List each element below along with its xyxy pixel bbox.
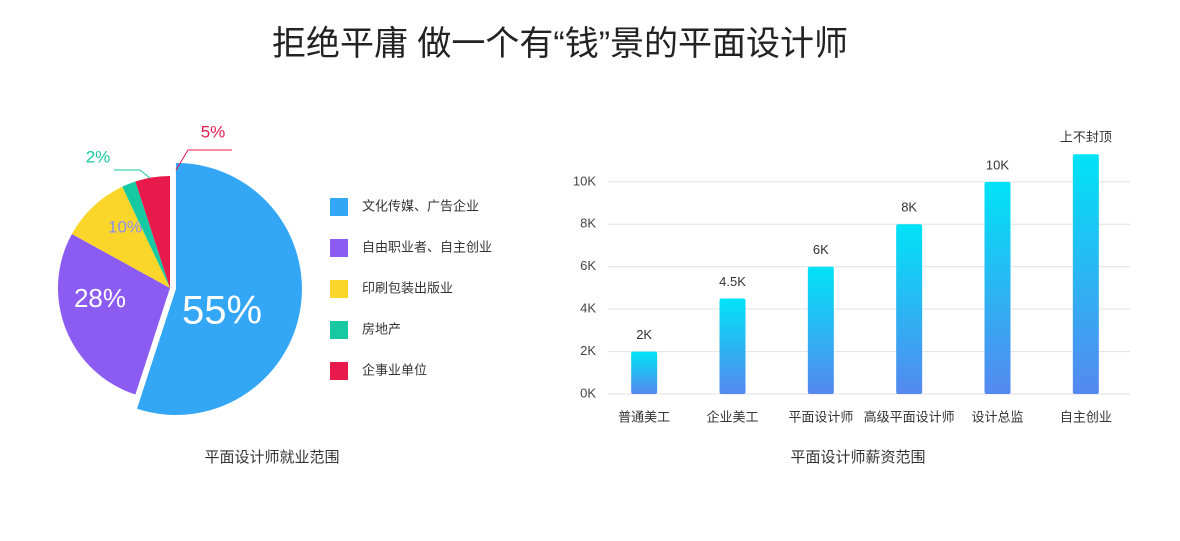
pie-slice (135, 176, 170, 288)
legend-label: 文化传媒、广告企业 (362, 198, 479, 213)
bar (631, 351, 658, 394)
legend-label: 房地产 (362, 321, 401, 336)
legend-swatch (330, 239, 348, 257)
leader-line (114, 169, 151, 179)
legend-swatch (330, 198, 348, 216)
y-tick-label: 6K (580, 258, 596, 273)
x-tick-label: 平面设计师 (788, 409, 853, 424)
bar (896, 224, 923, 394)
slice-label: 55% (182, 289, 262, 333)
value-label: 10K (986, 157, 1009, 172)
pie-slice (122, 181, 170, 288)
legend-label: 印刷包装出版业 (362, 280, 453, 295)
bar-caption: 平面设计师薪资范围 (790, 449, 925, 466)
x-tick-label: 普通美工 (618, 409, 670, 424)
y-tick-label: 2K (580, 343, 596, 358)
pie-slice (71, 186, 170, 288)
pie-slice (57, 234, 170, 395)
x-tick-label: 高级平面设计师 (864, 409, 955, 424)
legend-label: 企事业单位 (362, 362, 427, 377)
pie-slice (136, 162, 302, 415)
value-label: 2K (636, 327, 652, 342)
slice-label: 10% (108, 217, 142, 236)
legend-swatch (330, 321, 348, 339)
value-label: 4.5K (719, 274, 746, 289)
x-tick-label: 企业美工 (706, 409, 758, 424)
value-label: 6K (813, 242, 829, 257)
y-tick-label: 0K (580, 385, 596, 400)
y-tick-label: 10K (573, 173, 596, 188)
slice-label: 28% (74, 283, 126, 313)
bar (719, 298, 746, 394)
value-label: 上不封顶 (1060, 130, 1112, 145)
bar (807, 266, 834, 394)
legend-label: 自由职业者、自主创业 (362, 239, 492, 254)
x-tick-label: 自主创业 (1060, 409, 1112, 424)
x-tick-label: 设计总监 (971, 409, 1023, 424)
bar (984, 181, 1011, 394)
y-tick-label: 4K (580, 301, 596, 316)
y-tick-label: 8K (580, 216, 596, 231)
page-title: 拒绝平庸 做一个有“钱”景的平面设计师 (272, 25, 848, 63)
value-label: 8K (901, 200, 917, 215)
legend-swatch (330, 362, 348, 380)
slice-label: 2% (86, 147, 111, 166)
slice-label: 5% (201, 122, 226, 141)
leader-line (175, 149, 232, 171)
bar (1072, 154, 1099, 394)
pie-caption: 平面设计师就业范围 (204, 449, 339, 466)
legend-swatch (330, 280, 348, 298)
